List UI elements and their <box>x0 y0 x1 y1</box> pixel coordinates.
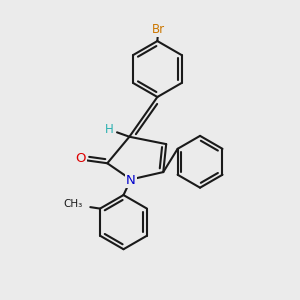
Text: CH₃: CH₃ <box>63 199 83 209</box>
Text: Br: Br <box>152 23 165 36</box>
Text: O: O <box>76 152 86 165</box>
Text: N: N <box>126 174 136 188</box>
Text: H: H <box>104 123 113 136</box>
